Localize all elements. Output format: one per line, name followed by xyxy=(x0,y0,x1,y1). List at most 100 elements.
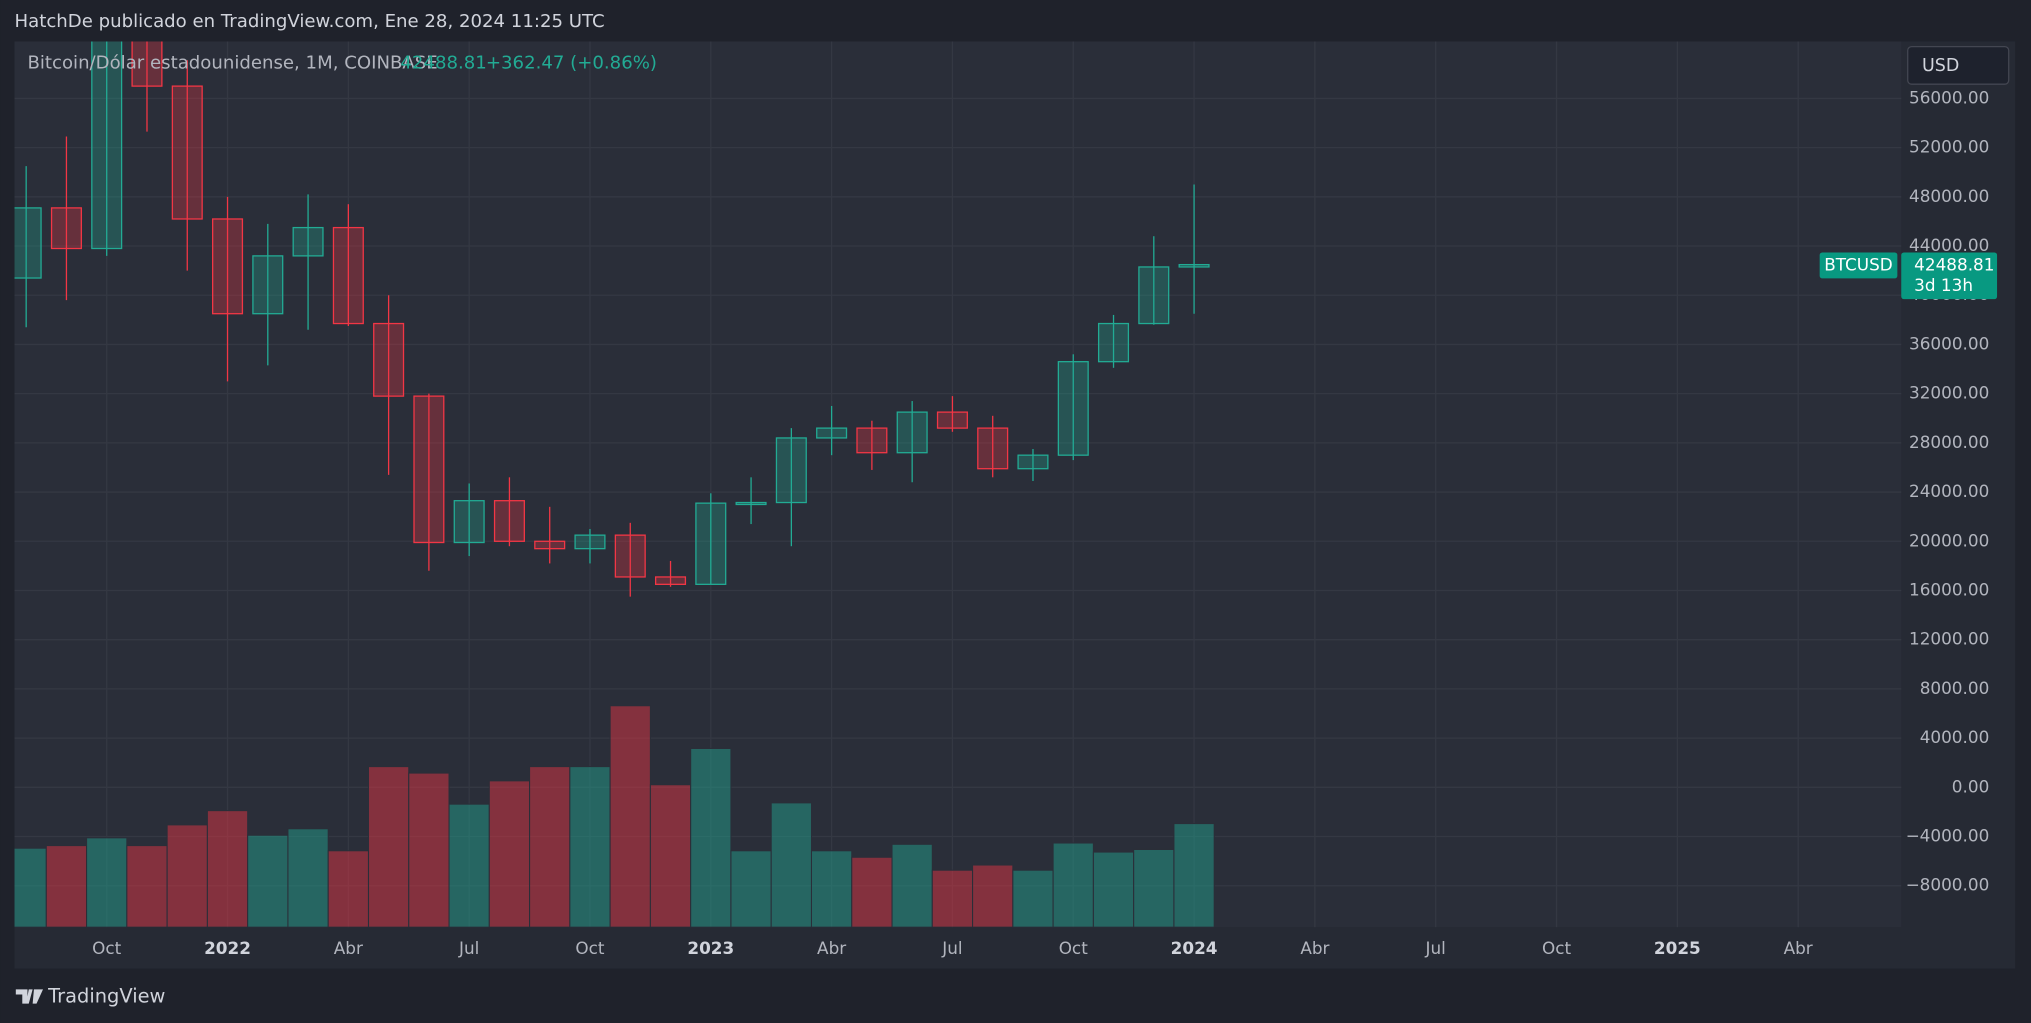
y-tick-label: 4000.00 xyxy=(1920,727,1990,747)
x-tick-label: 2024 xyxy=(1171,938,1218,958)
volume-bar xyxy=(649,784,692,928)
x-tick-label: Oct xyxy=(1542,938,1571,958)
volume-bar xyxy=(931,869,974,928)
y-tick-label: 12000.00 xyxy=(1909,629,1989,649)
y-tick-label: 20000.00 xyxy=(1909,530,1989,550)
symbol-tag xyxy=(1819,252,1898,279)
volume-bar xyxy=(529,766,571,928)
candle-body xyxy=(936,411,968,429)
candle-body xyxy=(1138,266,1170,325)
candle-body xyxy=(171,85,203,220)
legend-title: Bitcoin/Dólar estadounidense, 1M, COINBA… xyxy=(27,52,437,73)
x-tick-label: Abr xyxy=(1300,938,1329,958)
x-tick-label: Oct xyxy=(575,938,604,958)
y-tick-label: −8000.00 xyxy=(1906,875,1990,895)
volume-bar xyxy=(448,803,490,928)
x-tick-label: Oct xyxy=(92,938,121,958)
volume-bar xyxy=(408,772,450,928)
x-tick-label: Abr xyxy=(334,938,363,958)
plot-area xyxy=(14,41,1902,928)
candle-body xyxy=(50,207,82,250)
volume-bar xyxy=(609,705,651,928)
candle-body xyxy=(735,501,767,506)
x-tick-label: Jul xyxy=(458,938,479,958)
candle-body xyxy=(453,500,485,544)
currency-label[interactable]: USD xyxy=(1922,56,1959,76)
y-tick-label: 48000.00 xyxy=(1909,186,1989,206)
x-tick-label: Oct xyxy=(1059,938,1088,958)
volume-bar xyxy=(1173,823,1215,928)
candle-body xyxy=(1057,361,1089,456)
volume-bar xyxy=(166,824,208,928)
candle-body xyxy=(413,395,445,544)
volume-bar xyxy=(287,828,329,928)
price-tag-value: 42488.81 xyxy=(1914,254,1994,274)
candle-body xyxy=(252,255,284,315)
volume-bar xyxy=(488,780,531,928)
candle-body xyxy=(654,576,687,585)
volume-bar xyxy=(851,856,893,928)
candle-body xyxy=(373,322,405,397)
grid xyxy=(14,41,1902,928)
candle-body xyxy=(211,218,244,315)
candle-body xyxy=(131,41,163,87)
candle-body xyxy=(775,437,807,504)
price-tag xyxy=(1901,252,1998,300)
x-tick-label: Abr xyxy=(817,938,846,958)
y-tick-label: 32000.00 xyxy=(1909,383,1989,403)
candle-body xyxy=(1097,322,1130,363)
candle-body xyxy=(493,500,525,542)
volume-bar xyxy=(1052,842,1094,928)
candle-body xyxy=(1178,263,1210,268)
y-tick-label: −4000.00 xyxy=(1906,826,1990,846)
volume-bar xyxy=(810,850,853,928)
candle-body xyxy=(614,534,646,578)
y-tick-label: 36000.00 xyxy=(1909,333,1989,353)
volume-bar xyxy=(569,766,611,928)
volume-bar xyxy=(45,845,88,928)
volume-bar xyxy=(690,747,732,928)
y-tick-label: 56000.00 xyxy=(1909,87,1989,107)
x-tick-label: Jul xyxy=(941,938,962,958)
volume-bar xyxy=(367,766,410,928)
volume-bar xyxy=(972,864,1014,928)
legend-change: +362.47 (+0.86%) xyxy=(486,52,657,73)
x-tick-label: 2023 xyxy=(687,938,734,958)
volume-pane xyxy=(14,705,1215,928)
x-tick-label: Abr xyxy=(1784,938,1813,958)
x-tick-label: 2025 xyxy=(1654,938,1701,958)
countdown: 3d 13h xyxy=(1914,275,1973,295)
volume-bar xyxy=(327,850,370,928)
candle-body xyxy=(574,534,606,550)
candle-body xyxy=(977,427,1009,470)
axes: 56000.0052000.0048000.0044000.0040000.00… xyxy=(92,87,1989,958)
symbol-label: BTCUSD xyxy=(1824,254,1893,274)
volume-bar xyxy=(86,837,128,928)
publish-info: HatchDe publicado en TradingView.com, En… xyxy=(15,11,605,32)
y-tick-label: 52000.00 xyxy=(1909,137,1989,157)
volume-bar xyxy=(1092,851,1135,928)
volume-bar xyxy=(1133,848,1175,928)
candle-body xyxy=(534,540,566,550)
volume-bar xyxy=(730,850,772,928)
volume-bar xyxy=(247,834,289,928)
brand: TradingView xyxy=(47,985,165,1008)
candle-body xyxy=(695,502,727,585)
volume-bar xyxy=(891,843,933,928)
candle-body xyxy=(896,411,928,454)
volume-bar xyxy=(1012,869,1054,928)
y-tick-label: 24000.00 xyxy=(1909,481,1989,501)
volume-bar xyxy=(770,802,813,928)
y-tick-label: 0.00 xyxy=(1952,776,1989,796)
y-tick-label: 44000.00 xyxy=(1909,235,1989,255)
x-tick-label: Jul xyxy=(1425,938,1446,958)
legend-price: 42488.81 xyxy=(400,52,486,73)
candle-body xyxy=(292,226,324,257)
volume-bar xyxy=(206,810,249,928)
currency-button[interactable] xyxy=(1907,45,2010,85)
candle-body xyxy=(14,207,42,279)
candle-body xyxy=(1017,454,1049,470)
candle-body xyxy=(91,41,123,250)
